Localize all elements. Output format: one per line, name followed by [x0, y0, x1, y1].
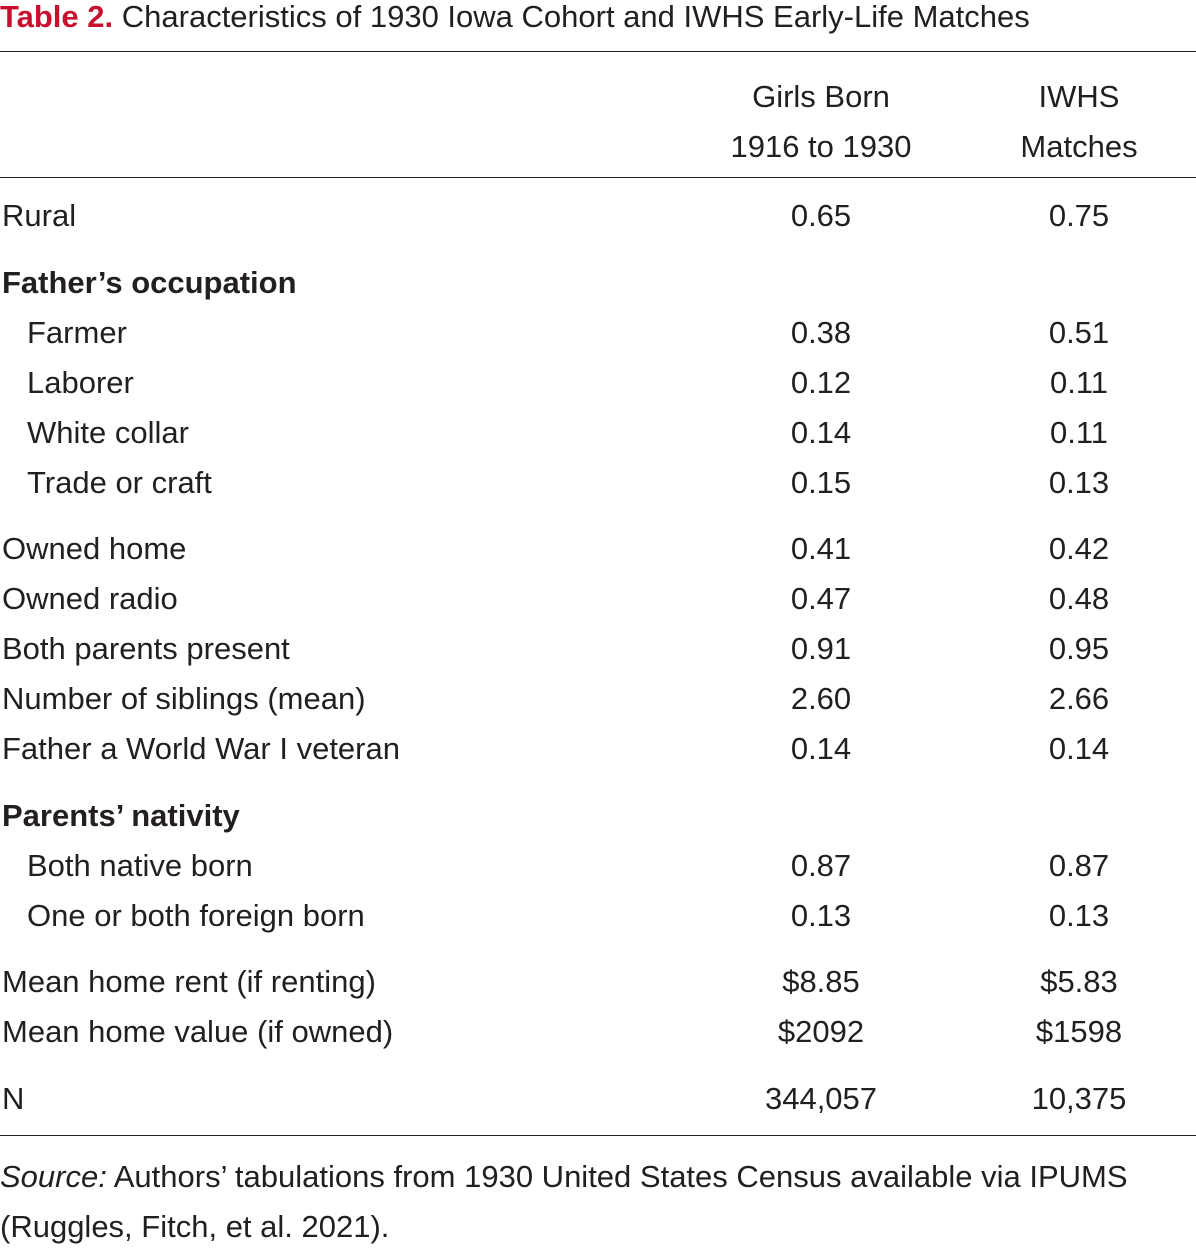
- column-header-girls-born: Girls Born 1916 to 1930: [700, 72, 942, 172]
- row-label: Owned home: [2, 531, 187, 566]
- cell-girls-born: 0.14: [790, 731, 852, 766]
- cell-iwhs-matches: 0.95: [1048, 631, 1110, 666]
- cell-iwhs-matches: 0.48: [1048, 581, 1110, 616]
- cell-iwhs-matches: 0.42: [1048, 531, 1110, 566]
- source-label: Source:: [0, 1159, 107, 1194]
- cell-iwhs-matches: 2.66: [1048, 681, 1110, 716]
- row-label: Both parents present: [2, 631, 290, 666]
- row-label: White collar: [27, 415, 189, 450]
- column-header-line: 1916 to 1930: [730, 129, 912, 164]
- cell-girls-born: 344,057: [764, 1081, 878, 1116]
- cell-iwhs-matches: 0.87: [1048, 848, 1110, 883]
- cell-girls-born: 0.38: [790, 315, 852, 350]
- cell-girls-born: 0.91: [790, 631, 852, 666]
- cell-iwhs-matches: 0.13: [1048, 465, 1110, 500]
- cell-iwhs-matches: 0.51: [1048, 315, 1110, 350]
- cell-girls-born: 0.47: [790, 581, 852, 616]
- cell-iwhs-matches: 0.14: [1048, 731, 1110, 766]
- row-label: Owned radio: [2, 581, 178, 616]
- table-source-note: Source: Authors’ tabulations from 1930 U…: [0, 1152, 1196, 1252]
- cell-iwhs-matches: $5.83: [1040, 964, 1118, 999]
- cell-girls-born: 0.41: [790, 531, 852, 566]
- table-caption: Table 2. Characteristics of 1930 Iowa Co…: [0, 0, 1030, 34]
- cell-girls-born: 0.13: [790, 898, 852, 933]
- bottom-rule: [0, 1135, 1196, 1136]
- cell-iwhs-matches: 0.13: [1048, 898, 1110, 933]
- cell-girls-born: 0.12: [790, 365, 852, 400]
- cell-girls-born: 0.65: [790, 198, 852, 233]
- column-header-line: IWHS: [1038, 79, 1120, 114]
- cell-iwhs-matches: $1598: [1035, 1014, 1123, 1049]
- cell-iwhs-matches: 0.11: [1049, 365, 1109, 400]
- table-number: Table 2.: [0, 0, 114, 34]
- row-label: Laborer: [27, 365, 134, 400]
- row-label: Number of siblings (mean): [2, 681, 366, 716]
- row-label: Both native born: [27, 848, 253, 883]
- section-heading: Parents’ nativity: [2, 798, 240, 833]
- top-rule: [0, 51, 1196, 52]
- row-label: Farmer: [27, 315, 127, 350]
- column-header-line: Matches: [1020, 129, 1138, 164]
- cell-iwhs-matches: 10,375: [1031, 1081, 1127, 1116]
- table-title: Characteristics of 1930 Iowa Cohort and …: [121, 0, 1030, 34]
- cell-iwhs-matches: 0.11: [1049, 415, 1109, 450]
- row-label: Trade or craft: [27, 465, 212, 500]
- row-label: Mean home rent (if renting): [2, 964, 376, 999]
- cell-girls-born: 0.87: [790, 848, 852, 883]
- column-header-line: Girls Born: [752, 79, 890, 114]
- row-label: N: [2, 1081, 25, 1116]
- row-label: One or both foreign born: [27, 898, 365, 933]
- section-heading: Father’s occupation: [2, 265, 297, 300]
- cell-iwhs-matches: 0.75: [1048, 198, 1110, 233]
- cell-girls-born: 0.15: [790, 465, 852, 500]
- row-label: Mean home value (if owned): [2, 1014, 394, 1049]
- column-header-iwhs-matches: IWHS Matches: [958, 72, 1196, 172]
- cell-girls-born: $8.85: [782, 964, 860, 999]
- cell-girls-born: $2092: [777, 1014, 865, 1049]
- cell-girls-born: 2.60: [790, 681, 852, 716]
- cell-girls-born: 0.14: [790, 415, 852, 450]
- header-rule: [0, 177, 1196, 178]
- row-label: Rural: [2, 198, 77, 233]
- source-text: Authors’ tabulations from 1930 United St…: [0, 1159, 1128, 1244]
- row-label: Father a World War I veteran: [2, 731, 400, 766]
